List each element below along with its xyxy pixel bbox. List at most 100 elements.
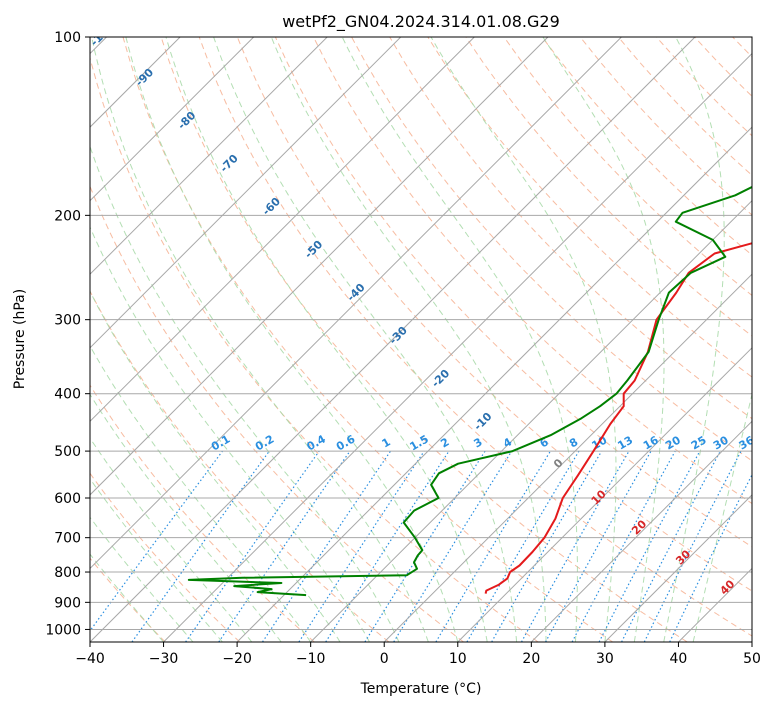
mixing-ratio-label: 13 xyxy=(615,434,635,453)
y-tick-label: 500 xyxy=(54,444,81,460)
moist-adiabat-line xyxy=(90,516,194,642)
dry-adiabat-line xyxy=(90,185,464,642)
dry-adiabat-line xyxy=(160,37,688,642)
moist-adiabat-line xyxy=(90,290,341,642)
moist-adiabat-line xyxy=(663,37,725,642)
moist-adiabat-label: -30 xyxy=(387,324,410,347)
moist-adiabat-line xyxy=(90,437,253,642)
x-axis-title: Temperature (°C) xyxy=(360,681,482,697)
dry-adiabat-line xyxy=(771,37,775,642)
dry-adiabat-line xyxy=(90,384,315,642)
isotherm-line xyxy=(90,37,328,275)
chart-title: wetPf2_GN04.2024.314.01.08.G29 xyxy=(282,12,560,32)
dry-adiabat-line xyxy=(90,290,390,642)
mixing-ratio-line xyxy=(643,450,742,642)
isotherm-line xyxy=(678,567,752,642)
y-axis-title: Pressure (hPa) xyxy=(12,289,28,389)
dry-adiabat-line xyxy=(656,37,752,137)
moist-adiabat-line xyxy=(125,37,459,642)
isotherm-line xyxy=(751,641,752,642)
y-tick-label: 700 xyxy=(54,531,81,547)
mixing-ratio-label: 0.1 xyxy=(209,432,232,453)
y-tick-label: 100 xyxy=(54,30,81,46)
y-tick-label: 600 xyxy=(54,491,81,507)
mixing-ratio-line xyxy=(598,450,701,642)
mixing-ratio-label: 20 xyxy=(663,433,683,452)
profiles xyxy=(187,185,752,597)
moist-adiabat-line xyxy=(430,37,617,642)
moist-adiabat-label: -60 xyxy=(260,195,283,218)
plot-frame xyxy=(89,36,753,643)
dry-adiabat-line xyxy=(351,37,752,462)
mixing-ratio-lines xyxy=(90,450,752,642)
mixing-ratio-label: 25 xyxy=(689,434,709,453)
x-tick-label: 0 xyxy=(380,651,389,667)
mixing-ratio-line xyxy=(545,450,652,642)
y-tick-label: 800 xyxy=(54,565,81,581)
dry-adiabat-label: 10 xyxy=(589,487,609,507)
x-axis: −40 −30 −20 −10 0 10 20 30 40 50 xyxy=(75,642,761,667)
dry-adiabat-line xyxy=(503,37,752,296)
dry-adiabat-label: 0 xyxy=(551,456,566,471)
mixing-ratio-line xyxy=(435,450,552,642)
mixing-ratio-label: 0.4 xyxy=(305,432,329,453)
moist-adiabat-line xyxy=(90,225,370,642)
x-tick-label: −40 xyxy=(75,651,105,667)
y-tick-label: 200 xyxy=(54,208,81,224)
moist-adiabat-label: -90 xyxy=(133,66,156,89)
x-tick-label: −20 xyxy=(222,651,252,667)
mixing-ratio-line xyxy=(90,450,223,632)
dry-adiabat-line xyxy=(732,37,752,58)
mixing-ratio-line xyxy=(325,450,450,642)
isotherm-line xyxy=(90,37,549,496)
x-tick-label: −30 xyxy=(149,651,179,667)
x-tick-label: 40 xyxy=(670,651,688,667)
isotherm-line xyxy=(457,347,752,642)
dry-adiabat-line xyxy=(465,37,752,337)
moist-adiabat-label: -40 xyxy=(344,281,367,304)
isotherm-line xyxy=(90,37,402,349)
plot-background: -100-90-80-70-60-50-40-30-20-100.1 0.2 0.4… xyxy=(90,37,775,642)
isotherm-line xyxy=(604,494,752,642)
x-tick-label: 10 xyxy=(449,651,467,667)
mixing-ratio-line xyxy=(364,450,486,642)
mixing-ratio-label: 36 xyxy=(737,433,757,452)
mixing-ratio-line xyxy=(185,450,320,642)
mixing-ratio-label: 16 xyxy=(641,433,661,452)
moist-adiabat-line xyxy=(542,37,665,642)
moist-adiabat-line xyxy=(91,37,429,642)
dry-adiabat-line xyxy=(90,55,539,642)
moist-adiabat-label: -70 xyxy=(218,152,241,175)
dry-adiabat-line xyxy=(90,472,241,642)
isotherm-line xyxy=(236,126,752,642)
moist-adiabat-line xyxy=(213,37,518,642)
isotherm-line xyxy=(90,37,696,642)
mixing-ratio-line xyxy=(621,450,721,642)
moist-adiabat-line xyxy=(165,37,488,642)
mixing-ratio-label: 1 xyxy=(380,435,393,450)
mixing-ratio-label: 0.6 xyxy=(334,432,358,453)
dry-adiabat-line xyxy=(427,37,752,378)
y-tick-label: 1000 xyxy=(45,622,81,638)
moist-adiabat-line xyxy=(270,37,547,642)
moist-adiabat-label: -10 xyxy=(471,410,494,433)
mixing-ratio-line xyxy=(571,450,676,642)
mixing-ratio-label: 4 xyxy=(501,435,514,450)
x-tick-label: 50 xyxy=(743,651,761,667)
isotherm-line xyxy=(90,37,475,423)
mixing-ratio-line xyxy=(393,450,513,642)
moist-adiabats xyxy=(90,37,752,642)
mixing-ratio-label: 1.5 xyxy=(408,432,431,453)
moist-adiabat-line xyxy=(90,553,164,642)
x-tick-label: −10 xyxy=(296,651,326,667)
moist-adiabat-label: -20 xyxy=(429,367,452,390)
y-tick-label: 300 xyxy=(54,313,81,329)
dewpoint-profile-line xyxy=(187,185,752,597)
mixing-ratio-line xyxy=(298,450,425,642)
dry-adiabat-line xyxy=(274,37,752,548)
y-tick-label: 400 xyxy=(54,387,81,403)
dry-adiabat-line xyxy=(122,37,613,642)
mixing-ratio-line xyxy=(520,450,630,642)
mixing-ratio-label: 0.2 xyxy=(253,432,276,453)
